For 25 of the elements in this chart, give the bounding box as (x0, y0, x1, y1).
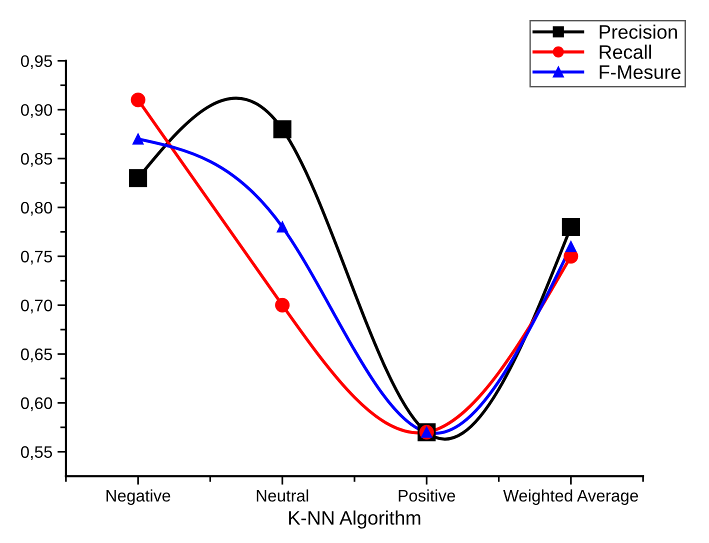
x-tick-label: Positive (398, 489, 456, 502)
point (562, 218, 580, 236)
y-tick-label: 0,80 (20, 202, 52, 216)
x-tick-label: Negative (106, 489, 170, 505)
y-tick-label: 0,75 (20, 250, 52, 264)
y-tick-label: 0,60 (20, 397, 52, 412)
point (129, 169, 148, 188)
y-tick-label: 0,95 (20, 55, 52, 69)
x-tick-label: Neutral (256, 489, 308, 502)
point (273, 120, 292, 138)
legend-label: F-Mesure (600, 65, 681, 80)
legend-label: Precision (600, 24, 677, 39)
x-tick-label: Weighted Average (503, 489, 638, 505)
legend-label: Recall (600, 44, 651, 59)
y-tick-label: 0,70 (20, 300, 52, 314)
point (565, 240, 576, 252)
y-tick-label: 0,90 (20, 104, 52, 118)
y-tick-label: 0,55 (20, 446, 52, 460)
point (132, 133, 144, 145)
y-tick-label: 0,65 (20, 348, 52, 362)
y-tick-label: 0,85 (20, 152, 52, 167)
point (130, 92, 146, 108)
x-axis-title: K-NN Algorithm (289, 510, 420, 529)
point (276, 221, 288, 233)
point (275, 298, 290, 312)
